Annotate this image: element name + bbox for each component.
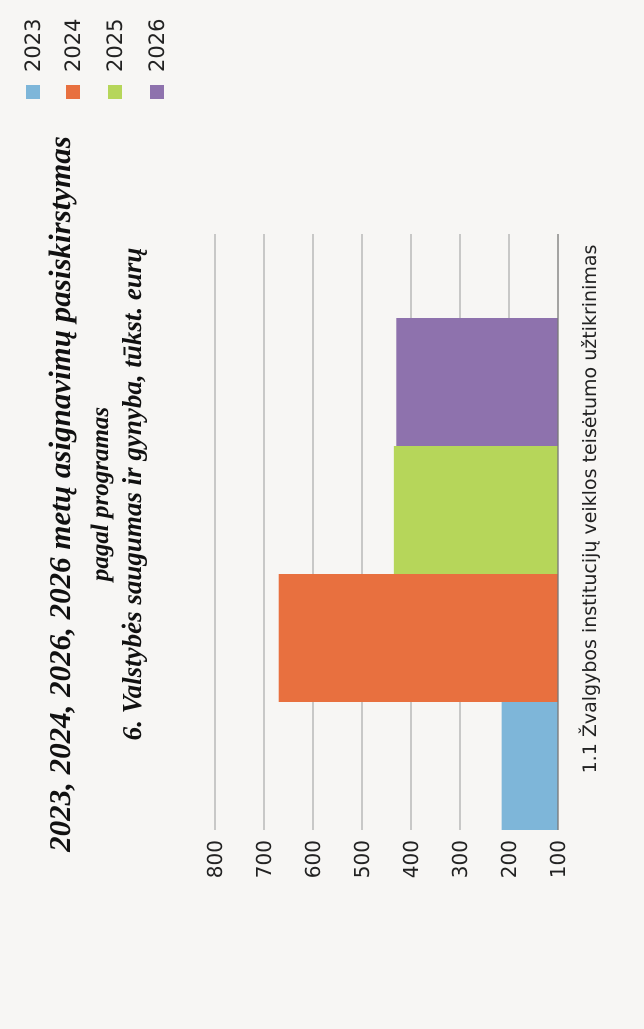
legend-swatch-2024 — [66, 85, 80, 99]
chart-title-line: pagal programas — [87, 407, 114, 583]
chart-title-line: 2023, 2024, 2026, 2026 metų asignavimų p… — [42, 136, 77, 853]
y-tick-label: 400 — [399, 840, 423, 878]
chart-title: 2023, 2024, 2026, 2026 metų asignavimų p… — [42, 136, 147, 853]
y-tick-label: 200 — [497, 840, 521, 878]
bar-2024 — [278, 574, 558, 702]
y-tick-label: 700 — [252, 840, 276, 878]
bars — [278, 318, 558, 830]
legend-label-2023: 2023 — [21, 19, 45, 72]
legend-swatch-2026 — [150, 85, 164, 99]
y-tick-label: 500 — [350, 840, 374, 878]
y-tick-label: 600 — [301, 840, 325, 878]
bar-2023 — [501, 702, 558, 830]
legend-swatch-2023 — [26, 85, 40, 99]
y-tick-label: 800 — [203, 840, 227, 878]
legend-label-2024: 2024 — [61, 19, 85, 72]
chart-title-line: 6. Valstybės saugumas ir gynyba, tūkst. … — [117, 248, 147, 741]
bar-2025 — [393, 446, 558, 574]
legend-swatch-2025 — [108, 85, 122, 99]
legend-label-2025: 2025 — [103, 19, 127, 72]
y-tick-label: 100 — [546, 840, 570, 878]
legend: 2023 2024 2025 2026 — [21, 19, 169, 99]
axis: 100 200 300 400 500 600 700 800 1.1 Žvalgybos in… — [203, 234, 601, 878]
x-category-label: 1.1 Žvalgybos institucijų veiklos teisėt… — [578, 245, 601, 774]
bar-2026 — [396, 318, 558, 446]
legend-label-2026: 2026 — [145, 19, 169, 72]
y-tick-label: 300 — [448, 840, 472, 878]
